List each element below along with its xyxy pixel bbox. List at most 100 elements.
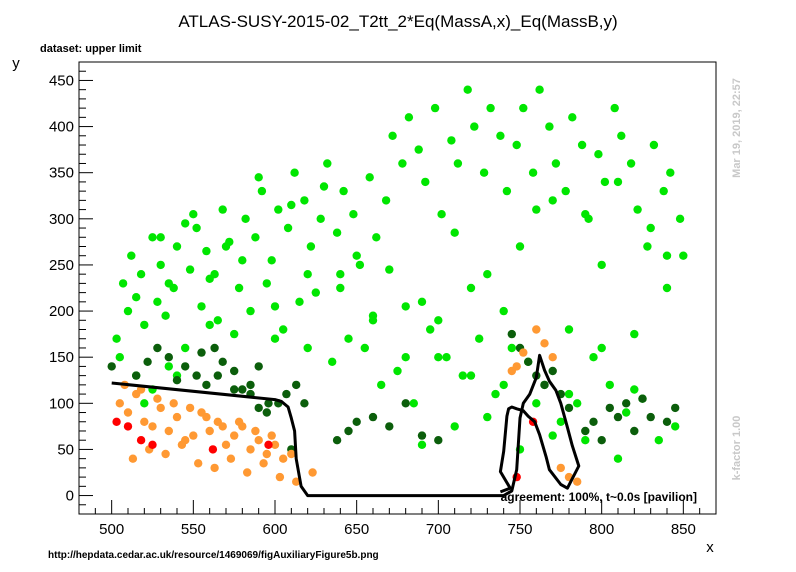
data-point-bright-green <box>610 103 619 113</box>
data-point-orange <box>218 422 227 431</box>
data-point-bright-green <box>483 412 492 422</box>
data-point-bright-green <box>573 399 582 408</box>
data-point-bright-green <box>295 297 304 306</box>
data-point-bright-green <box>401 353 410 362</box>
data-point-bright-green <box>164 362 173 371</box>
data-point-orange <box>194 459 203 468</box>
data-point-bright-green <box>577 140 587 150</box>
y-tick-label: 250 <box>49 257 74 274</box>
data-point-dark-green <box>210 343 219 353</box>
y-tick-label: 400 <box>49 119 74 136</box>
data-point-bright-green <box>564 325 574 334</box>
data-point-dark-green <box>181 362 190 371</box>
data-point-orange <box>189 431 198 440</box>
data-point-bright-green <box>241 214 250 223</box>
data-point-dark-green <box>262 408 271 417</box>
k-factor-label: k-factor 1.00 <box>731 416 743 481</box>
data-point-bright-green <box>502 186 512 196</box>
data-point-bright-green <box>401 302 410 311</box>
data-point-bright-green <box>463 85 472 94</box>
data-point-dark-green <box>332 436 342 445</box>
data-point-bright-green <box>417 297 427 306</box>
data-point-orange <box>164 426 173 436</box>
data-point-bright-green <box>192 223 201 233</box>
data-point-bright-green <box>675 214 685 223</box>
x-tick-label: 700 <box>426 521 451 538</box>
data-point-dark-green <box>417 431 427 440</box>
data-point-red <box>112 417 121 426</box>
data-point-orange <box>172 412 182 422</box>
data-point-bright-green <box>561 186 570 196</box>
data-point-bright-green <box>421 177 430 187</box>
data-point-dark-green <box>613 412 623 422</box>
data-point-bright-green <box>662 283 672 293</box>
source-url: http://hepdata.cedar.ac.uk/resource/1469… <box>48 550 379 561</box>
data-point-dark-green <box>401 399 410 408</box>
data-point-bright-green <box>450 228 459 237</box>
data-point-bright-green <box>287 200 296 210</box>
data-point-dark-green <box>246 380 255 390</box>
x-tick-label: 850 <box>671 521 696 538</box>
data-point-bright-green <box>306 242 316 251</box>
x-tick-label: 550 <box>181 521 206 538</box>
data-point-bright-green <box>279 325 288 334</box>
data-point-bright-green <box>532 399 541 408</box>
data-point-dark-green <box>300 399 309 408</box>
data-point-bright-green <box>528 168 538 177</box>
data-point-bright-green <box>617 131 626 140</box>
data-point-bright-green <box>519 103 528 113</box>
data-point-orange <box>148 422 157 431</box>
data-point-dark-green <box>385 422 394 431</box>
data-point-dark-green <box>164 353 173 362</box>
data-point-red <box>264 440 273 449</box>
data-point-orange <box>128 454 138 463</box>
data-point-bright-green <box>597 343 606 353</box>
data-point-bright-green <box>600 177 610 187</box>
data-point-bright-green <box>262 279 271 288</box>
data-point-red <box>136 436 146 445</box>
data-point-bright-green <box>630 329 639 339</box>
data-point-bright-green <box>377 380 386 390</box>
data-point-bright-green <box>251 233 260 242</box>
data-point-bright-green <box>556 417 565 426</box>
data-point-bright-green <box>311 288 320 297</box>
data-point-bright-green <box>483 270 492 279</box>
data-point-orange <box>287 449 296 459</box>
data-point-dark-green <box>507 329 516 339</box>
data-point-orange <box>177 440 187 449</box>
y-tick-label: 300 <box>49 211 74 228</box>
data-point-bright-green <box>649 140 659 150</box>
data-point-bright-green <box>290 168 299 177</box>
chart-title: ATLAS-SUSY-2015-02_T2tt_2*Eq(MassA,x)_Eq… <box>178 12 617 31</box>
y-tick-label: 0 <box>66 488 74 505</box>
data-point-orange <box>226 454 236 463</box>
data-point-dark-green <box>218 357 227 366</box>
data-point-orange <box>210 463 219 473</box>
data-point-bright-green <box>398 159 407 168</box>
data-point-orange <box>267 431 276 440</box>
data-point-bright-green <box>202 246 211 256</box>
data-point-bright-green <box>633 205 642 214</box>
data-point-bright-green <box>548 431 557 440</box>
data-point-bright-green <box>336 283 345 293</box>
data-point-bright-green <box>153 297 162 306</box>
chart-subtitle: dataset: upper limit <box>40 43 142 55</box>
data-point-dark-green <box>671 403 680 413</box>
data-point-bright-green <box>230 329 239 339</box>
data-point-dark-green <box>282 389 291 399</box>
data-point-red <box>148 440 157 449</box>
data-point-dark-green <box>264 399 273 408</box>
data-point-bright-green <box>205 320 214 330</box>
data-point-bright-green <box>118 279 128 288</box>
data-point-bright-green <box>545 122 554 131</box>
data-point-bright-green <box>496 131 505 140</box>
data-point-orange <box>185 403 195 413</box>
data-point-dark-green <box>548 366 557 376</box>
data-point-orange <box>254 436 263 445</box>
data-point-orange <box>161 449 170 459</box>
data-point-dark-green <box>344 426 353 436</box>
data-point-bright-green <box>189 210 198 219</box>
data-point-bright-green <box>512 140 521 150</box>
data-point-bright-green <box>450 422 459 431</box>
data-point-dark-green <box>605 403 614 413</box>
